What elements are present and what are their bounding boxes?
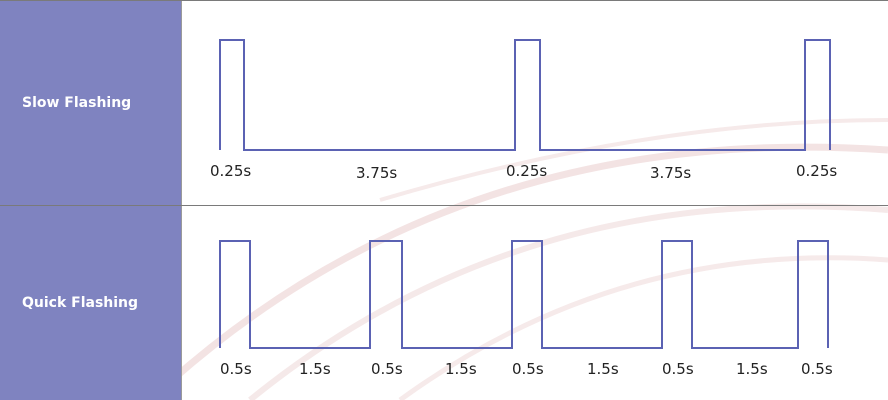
column-divider xyxy=(181,206,182,400)
row-label-text: Quick Flashing xyxy=(22,295,139,311)
column-divider xyxy=(181,1,182,205)
row-label-quick: Quick Flashing xyxy=(0,206,181,400)
row-label-slow: Slow Flashing xyxy=(0,1,181,205)
row-quick-flashing: Quick Flashing xyxy=(0,205,888,400)
row-slow-flashing: Slow Flashing xyxy=(0,0,888,205)
row-label-text: Slow Flashing xyxy=(22,95,132,111)
